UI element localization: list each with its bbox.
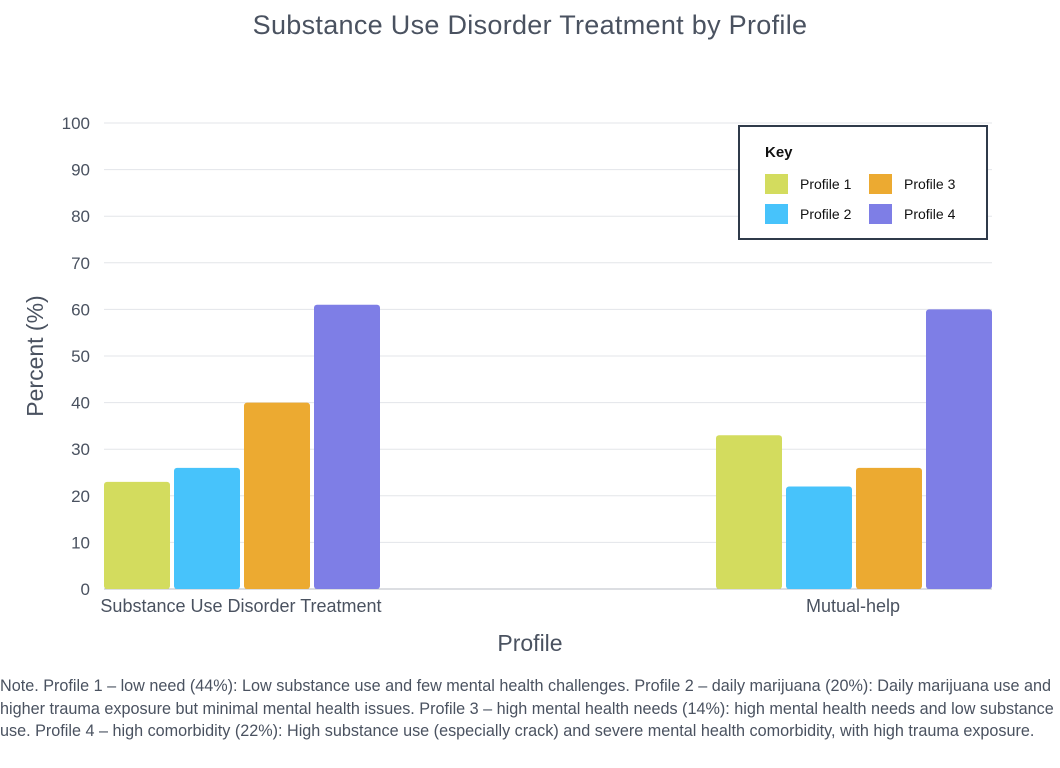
bar-mutual-help-profile-3: [856, 467, 922, 589]
bar-sud-treatment-profile-2: [174, 467, 240, 589]
legend-swatch-profile-3: [869, 174, 892, 194]
legend-item-profile-2: Profile 2: [765, 204, 851, 224]
x-tick-label-sud-treatment: Substance Use Disorder Treatment: [100, 596, 381, 616]
y-tick-label-30: 30: [71, 440, 90, 459]
y-tick-label-0: 0: [81, 580, 90, 599]
legend-title: Key: [765, 144, 793, 161]
legend-label-profile-4: Profile 4: [904, 206, 956, 222]
y-tick-label-20: 20: [71, 487, 90, 506]
legend-label-profile-3: Profile 3: [904, 176, 956, 192]
bar-mutual-help-profile-4: [926, 309, 992, 589]
y-tick-label-100: 100: [62, 114, 90, 133]
legend-swatch-profile-2: [765, 204, 788, 224]
bar-mutual-help-profile-2: [786, 486, 852, 589]
bars: [104, 304, 992, 589]
y-tick-label-90: 90: [71, 161, 90, 180]
legend-swatch-profile-4: [869, 204, 892, 224]
bar-sud-treatment-profile-3: [244, 402, 310, 589]
legend-swatch-profile-1: [765, 174, 788, 194]
legend: Key Profile 1 Profile 2 Profile 3 Profil…: [738, 125, 988, 240]
legend-item-profile-3: Profile 3: [869, 174, 955, 194]
y-tick-label-80: 80: [71, 207, 90, 226]
y-tick-label-40: 40: [71, 394, 90, 413]
y-tick-label-70: 70: [71, 254, 90, 273]
legend-item-profile-4: Profile 4: [869, 204, 955, 224]
y-tick-labels: 0 10 20 30 40 50 60 70 80 90 100: [62, 114, 90, 599]
x-axis-title: Profile: [497, 630, 562, 656]
legend-label-profile-1: Profile 1: [800, 176, 852, 192]
bar-sud-treatment-profile-1: [104, 481, 170, 589]
chart-note: Note. Profile 1 – low need (44%): Low su…: [0, 677, 1054, 740]
y-tick-label-50: 50: [71, 347, 90, 366]
x-tick-labels: Substance Use Disorder Treatment Mutual-h…: [100, 596, 900, 616]
chart-title: Substance Use Disorder Treatment by Prof…: [252, 10, 808, 40]
y-tick-label-10: 10: [71, 533, 90, 552]
x-tick-label-mutual-help: Mutual-help: [806, 596, 900, 616]
y-tick-label-60: 60: [71, 300, 90, 319]
bar-sud-treatment-profile-4: [314, 304, 380, 589]
bar-chart: 0 10 20 30 40 50 60 70 80 90 100 Substance Use Dis…: [22, 114, 992, 656]
bar-mutual-help-profile-1: [716, 435, 782, 589]
legend-label-profile-2: Profile 2: [800, 206, 852, 222]
y-axis-title: Percent (%): [22, 295, 48, 416]
legend-item-profile-1: Profile 1: [765, 174, 851, 194]
